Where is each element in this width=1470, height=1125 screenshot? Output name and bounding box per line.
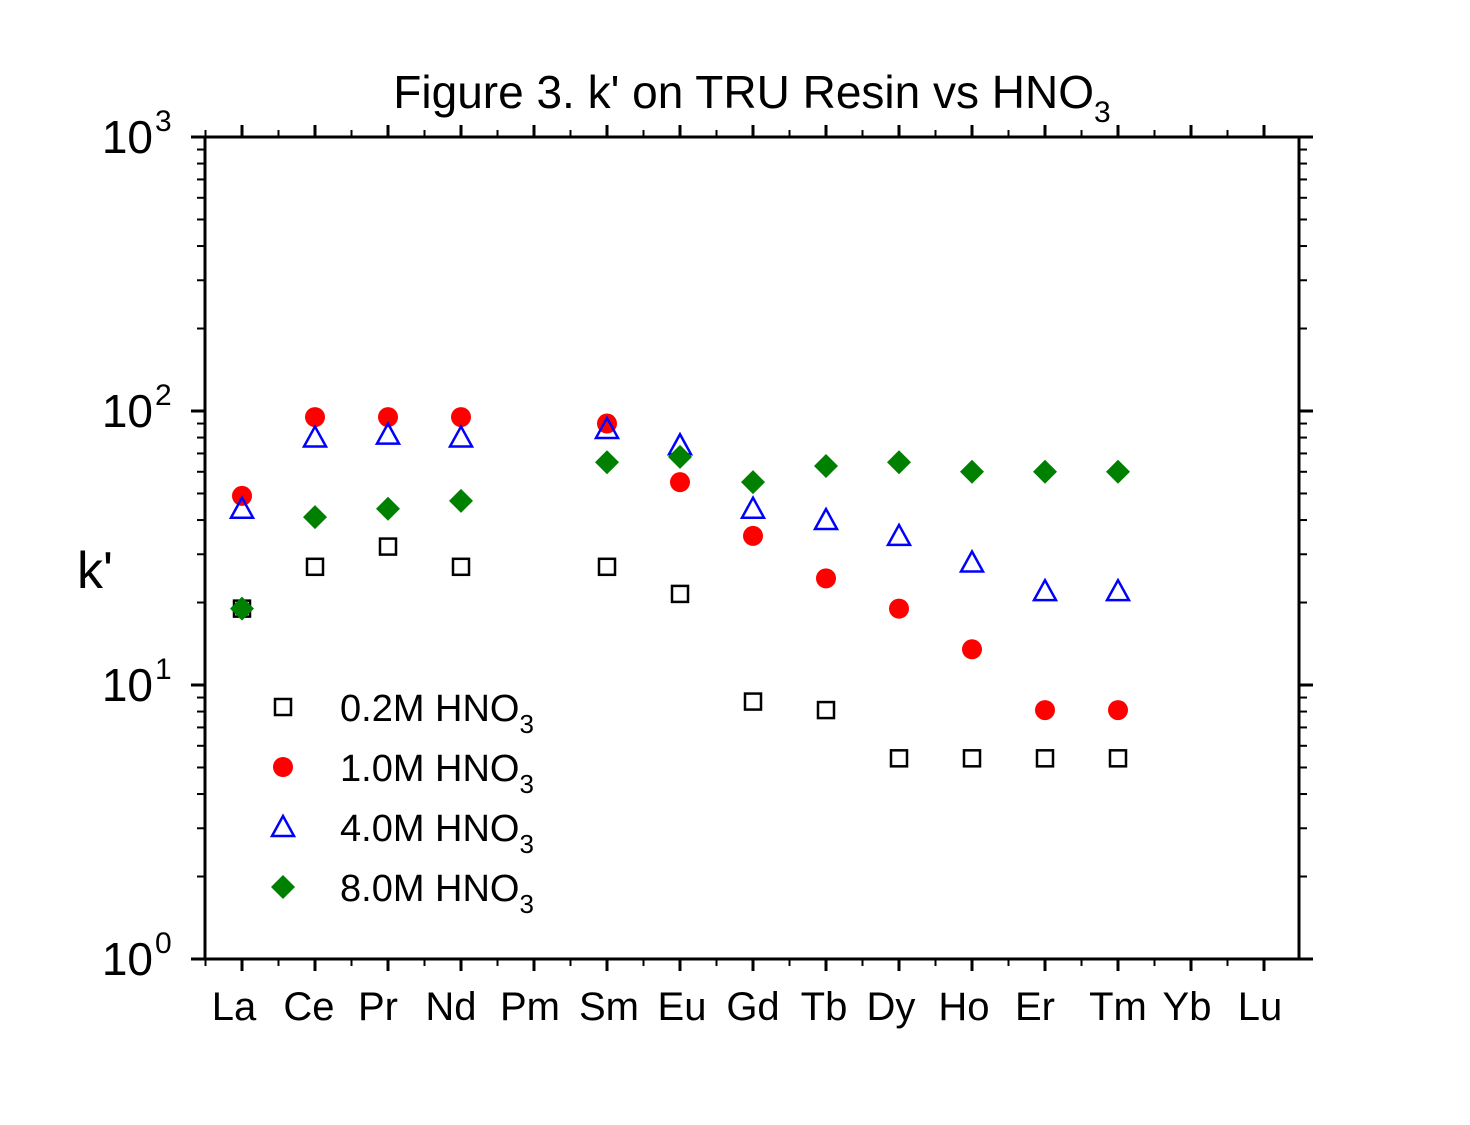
legend-item: 8.0M HNO3 bbox=[271, 868, 534, 919]
x-tick-label: Eu bbox=[658, 985, 707, 1029]
y-tick-label: 10 bbox=[102, 659, 153, 711]
legend-marker bbox=[273, 757, 293, 777]
data-point bbox=[597, 557, 617, 577]
data-point bbox=[378, 407, 398, 428]
data-point bbox=[668, 444, 692, 469]
y-tick-base: 10 bbox=[102, 933, 153, 985]
data-point bbox=[812, 506, 840, 531]
y-tick-exponent: 1 bbox=[155, 653, 172, 686]
y-tick-exponent: 2 bbox=[155, 379, 172, 412]
x-tick-label: Pr bbox=[358, 985, 398, 1029]
data-point bbox=[816, 700, 836, 720]
legend-marker bbox=[271, 875, 295, 899]
data-point bbox=[451, 407, 471, 428]
x-tick-label: Tb bbox=[801, 985, 848, 1029]
x-tick-label: Tm bbox=[1089, 985, 1147, 1029]
data-point bbox=[670, 584, 690, 604]
data-point bbox=[958, 548, 986, 573]
legend-marker bbox=[273, 697, 293, 717]
data-point bbox=[305, 557, 325, 577]
series-2 bbox=[232, 407, 1128, 721]
data-point bbox=[1104, 577, 1132, 602]
legend-marker bbox=[269, 813, 297, 838]
legend: 0.2M HNO3 1.0M HNO3 4.0M HNO3 8.0M HNO3 bbox=[269, 688, 534, 919]
data-point bbox=[814, 453, 838, 478]
data-point bbox=[962, 639, 982, 660]
x-tick-label: Lu bbox=[1238, 985, 1283, 1029]
data-point bbox=[1108, 749, 1128, 768]
data-point bbox=[887, 450, 911, 475]
series-4 bbox=[230, 444, 1130, 621]
data-point bbox=[960, 459, 984, 484]
data-point bbox=[305, 407, 325, 428]
y-tick-label: 10 bbox=[102, 933, 153, 985]
data-point bbox=[885, 522, 913, 547]
data-point bbox=[230, 596, 254, 621]
data-point bbox=[743, 692, 763, 711]
data-point bbox=[1033, 459, 1057, 484]
data-point bbox=[743, 525, 763, 546]
x-tick-label: Gd bbox=[726, 985, 779, 1029]
x-tick-label: Ho bbox=[938, 985, 989, 1029]
x-tick-label: La bbox=[212, 985, 257, 1029]
data-point bbox=[1031, 577, 1059, 602]
data-point bbox=[451, 557, 471, 577]
x-tick-label: Yb bbox=[1163, 985, 1212, 1029]
x-tick-label: Dy bbox=[867, 985, 916, 1029]
x-tick-label: Ce bbox=[283, 985, 334, 1029]
chart-title-main: Figure 3. k' on TRU Resin vs HNO bbox=[393, 66, 1094, 118]
legend-item: 4.0M HNO3 bbox=[269, 808, 534, 859]
data-point bbox=[376, 496, 400, 521]
data-point bbox=[447, 423, 475, 448]
legend-item: 0.2M HNO3 bbox=[273, 688, 534, 739]
data-points bbox=[228, 407, 1132, 768]
data-point bbox=[374, 421, 402, 445]
legend-label: 4.0M HNO3 bbox=[340, 808, 534, 859]
data-point bbox=[593, 415, 621, 440]
data-point bbox=[378, 537, 398, 556]
data-point bbox=[1035, 749, 1055, 768]
x-tick-labels: La Ce Pr Nd Pm Sm Eu Gd Tb Dy Ho Er Tm Yb Lu bbox=[212, 985, 1283, 1029]
data-point bbox=[595, 450, 619, 475]
data-point bbox=[1035, 700, 1055, 721]
chart-title-subscript: 3 bbox=[1094, 96, 1111, 129]
x-tick-label: Pm bbox=[500, 985, 560, 1029]
y-tick-label: 10 bbox=[102, 111, 153, 163]
legend-label: 8.0M HNO3 bbox=[340, 868, 534, 919]
axis-ticks bbox=[191, 125, 1313, 971]
y-tick-label: 10 bbox=[102, 385, 153, 437]
x-tick-label: Sm bbox=[579, 985, 639, 1029]
x-tick-label: Nd bbox=[425, 985, 476, 1029]
y-tick-exponent: 3 bbox=[155, 105, 172, 138]
series-1 bbox=[232, 537, 1128, 768]
chart-title: Figure 3. k' on TRU Resin vs HNO3 bbox=[393, 66, 1110, 129]
data-point bbox=[889, 598, 909, 619]
data-point bbox=[301, 423, 329, 448]
legend-label: 0.2M HNO3 bbox=[340, 688, 534, 739]
x-tick-label: Er bbox=[1015, 985, 1055, 1029]
data-point bbox=[741, 470, 765, 495]
y-tick-exponent: 0 bbox=[155, 927, 172, 960]
data-point bbox=[670, 472, 690, 493]
data-point bbox=[303, 505, 327, 530]
data-point bbox=[228, 495, 256, 519]
data-point bbox=[1106, 459, 1130, 484]
data-point bbox=[739, 495, 767, 519]
data-point bbox=[889, 749, 909, 768]
y-tick-base: 10 bbox=[102, 659, 153, 711]
legend-label: 1.0M HNO3 bbox=[340, 748, 534, 799]
y-axis-label: k' bbox=[77, 542, 113, 600]
legend-item: 1.0M HNO3 bbox=[273, 748, 534, 799]
y-tick-base: 10 bbox=[102, 111, 153, 163]
y-tick-base: 10 bbox=[102, 385, 153, 437]
data-point bbox=[449, 488, 473, 513]
data-point bbox=[962, 749, 982, 768]
data-point bbox=[816, 568, 836, 589]
data-point bbox=[1108, 700, 1128, 721]
